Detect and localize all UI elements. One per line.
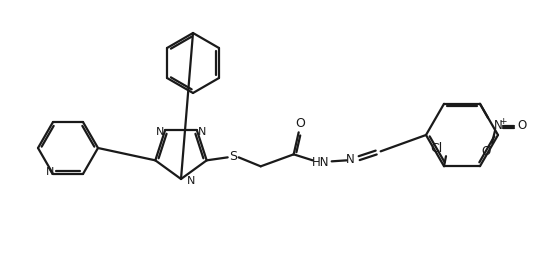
- Text: N: N: [198, 127, 206, 137]
- Text: +: +: [499, 117, 507, 126]
- Text: Cl: Cl: [430, 142, 442, 155]
- Text: HN: HN: [312, 156, 330, 169]
- Text: N: N: [46, 167, 54, 177]
- Text: O: O: [518, 119, 527, 132]
- Text: O: O: [481, 145, 491, 158]
- Text: N: N: [346, 153, 355, 166]
- Text: O: O: [296, 117, 306, 130]
- Text: N: N: [156, 127, 164, 137]
- Text: S: S: [229, 150, 237, 163]
- Text: -: -: [487, 141, 491, 151]
- Text: N: N: [187, 176, 195, 186]
- Text: N: N: [494, 119, 502, 132]
